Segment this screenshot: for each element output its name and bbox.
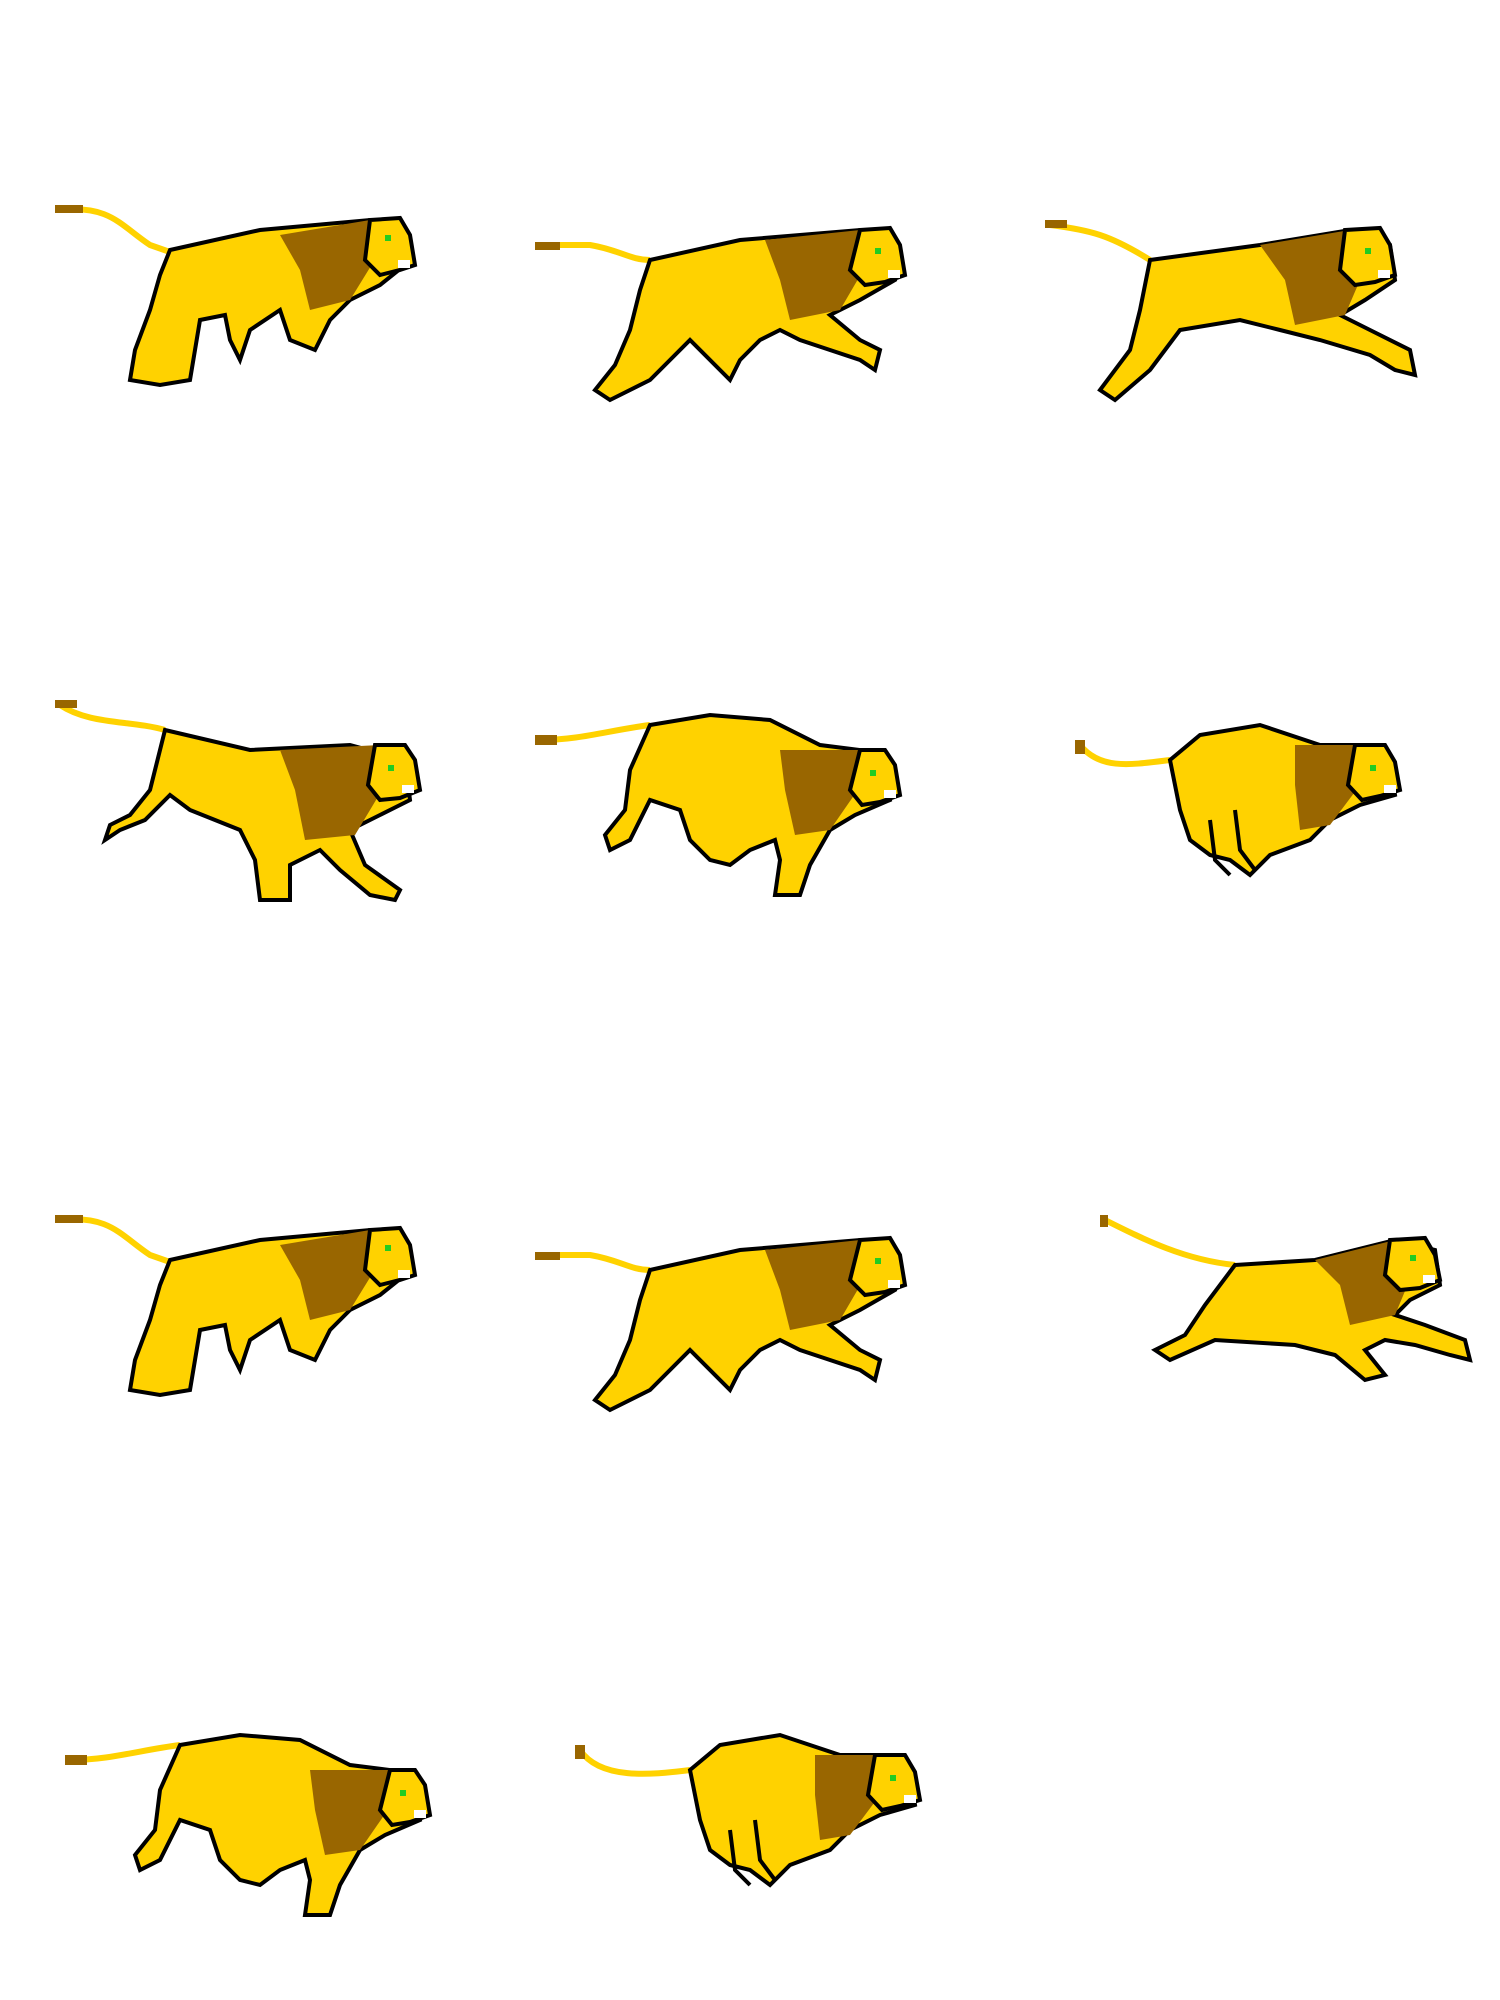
tail-tuft (1075, 740, 1085, 754)
lion-frame-4 (50, 690, 450, 930)
lion-leap-sprite-icon (1075, 722, 1403, 878)
muzzle (888, 1280, 900, 1288)
lion-frame-3 (1040, 190, 1440, 430)
lion-frame-9 (1095, 1200, 1495, 1440)
lion-frame-10 (60, 1710, 460, 1950)
lion-walk-sprite-icon (55, 1215, 418, 1398)
eye (1365, 248, 1371, 254)
lion-frame-7 (50, 1200, 450, 1440)
eye (1370, 765, 1376, 771)
legs (728, 1819, 777, 1887)
lion-gallop-sprite-icon (65, 1732, 433, 1917)
lion-leap-sprite-icon (575, 1732, 923, 1888)
lion-gallop-sprite-icon (535, 712, 903, 897)
mane (280, 220, 390, 310)
tail-tuft (55, 1215, 83, 1223)
tail-tuft (535, 735, 557, 745)
muzzle (414, 1810, 426, 1818)
mane (765, 1240, 875, 1330)
lion-frame-5 (530, 690, 930, 930)
eye (870, 770, 876, 776)
lion-trot-sprite-icon (535, 1235, 908, 1413)
eye (875, 248, 881, 254)
eye (400, 1790, 406, 1796)
lion-frame-11 (560, 1710, 960, 1950)
tail (535, 1252, 651, 1273)
muzzle (888, 270, 900, 278)
eye (385, 235, 391, 241)
tail-tuft (535, 242, 560, 250)
tail-tuft (55, 205, 83, 213)
lion-run-sprite-icon (1100, 1215, 1473, 1383)
tail (577, 1748, 691, 1777)
lion-run-sprite-icon (1045, 220, 1418, 403)
tail (59, 206, 171, 255)
muzzle (884, 790, 896, 798)
muzzle (398, 1270, 410, 1278)
eye (385, 1245, 391, 1251)
mane (780, 750, 875, 835)
muzzle (1423, 1275, 1435, 1283)
lion-frame-2 (530, 190, 930, 430)
eye (890, 1775, 896, 1781)
tail-tuft (535, 1252, 560, 1260)
lion-walk-sprite-icon (55, 205, 418, 388)
tail (58, 702, 166, 733)
tail (59, 1216, 171, 1265)
lion-frame-6 (1040, 690, 1440, 930)
mane (280, 1230, 390, 1320)
muzzle (398, 260, 410, 268)
muzzle (402, 785, 414, 793)
lion-trot-sprite-icon (535, 225, 908, 403)
muzzle (904, 1795, 916, 1803)
lion-frame-8 (530, 1200, 930, 1440)
eye (875, 1258, 881, 1264)
lion-frame-1 (50, 190, 450, 430)
mane (765, 230, 875, 320)
tail-tuft (55, 700, 77, 708)
muzzle (1378, 270, 1390, 278)
eye (388, 765, 394, 771)
tail-tuft (1045, 220, 1067, 228)
lion-gallop-sprite-icon (55, 700, 423, 903)
legs (1208, 809, 1257, 877)
tail (1077, 743, 1171, 768)
tail (1049, 222, 1152, 263)
mane (310, 1770, 405, 1855)
tail (535, 242, 651, 263)
eye (1410, 1255, 1416, 1261)
tail (1103, 1217, 1236, 1268)
tail-tuft (65, 1755, 87, 1765)
tail-tuft (575, 1745, 585, 1759)
tail-tuft (1100, 1215, 1108, 1227)
muzzle (1384, 785, 1396, 793)
